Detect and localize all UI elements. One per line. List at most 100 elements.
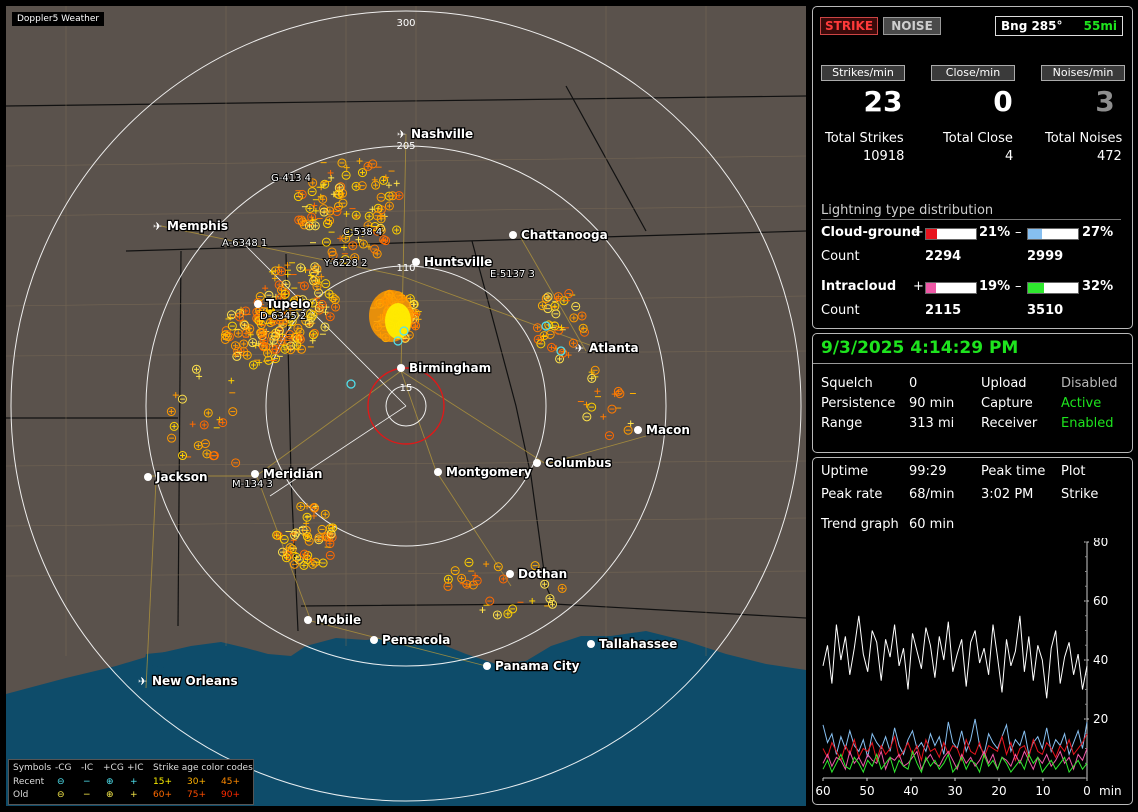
strike-marker bbox=[308, 330, 318, 340]
strike-marker bbox=[231, 458, 241, 468]
strike-marker bbox=[284, 271, 291, 278]
strike-marker bbox=[545, 329, 555, 339]
strike-marker bbox=[317, 524, 327, 534]
cg-negative-pct: 27% bbox=[1082, 225, 1114, 240]
strike-marker bbox=[479, 607, 486, 614]
legend-age-30: 30+ bbox=[187, 777, 206, 787]
ic-positive-bar-fill bbox=[926, 283, 936, 293]
total-strikes-label: Total Strikes bbox=[825, 131, 904, 146]
strikes-per-min-label[interactable]: Strikes/min bbox=[821, 65, 905, 81]
strike-marker bbox=[564, 289, 574, 299]
strike-marker bbox=[266, 305, 276, 315]
lake-pontchartrain bbox=[144, 651, 184, 668]
trend-panel: Uptime 99:29 Peak time Plot Peak rate 68… bbox=[812, 457, 1133, 805]
city-label: Macon bbox=[646, 423, 690, 437]
legend-old-neg-cg-icon: ⊖ bbox=[57, 790, 65, 800]
close-per-min-label[interactable]: Close/min bbox=[931, 65, 1015, 81]
strike-marker bbox=[296, 501, 306, 511]
strike-marker bbox=[382, 174, 389, 181]
strike-marker bbox=[226, 310, 236, 320]
strike-marker bbox=[284, 262, 291, 269]
strike-marker bbox=[193, 441, 203, 451]
city-jackson: Jackson bbox=[144, 469, 209, 485]
strike-marker bbox=[177, 394, 187, 404]
city-memphis: ✈ Memphis bbox=[153, 218, 229, 235]
range-label: 110 bbox=[396, 263, 415, 274]
legend-pos-ic-header: +IC bbox=[127, 763, 144, 773]
trend-x-label: 60 bbox=[815, 784, 830, 798]
plot-label: Plot bbox=[1061, 464, 1086, 479]
strike-marker bbox=[315, 268, 322, 275]
ic-count-label: Count bbox=[821, 303, 860, 318]
strike-marker bbox=[280, 289, 290, 299]
strike-marker bbox=[317, 299, 327, 309]
strike-marker bbox=[328, 174, 335, 181]
strike-mode-button[interactable]: STRIKE bbox=[820, 17, 878, 35]
strike-marker bbox=[370, 244, 380, 254]
city-chattanooga: Chattanooga bbox=[509, 227, 609, 243]
strike-marker bbox=[530, 561, 540, 571]
strike-marker bbox=[259, 335, 269, 345]
city-label: Montgomery bbox=[446, 465, 532, 479]
city-tupelo: Tupelo bbox=[254, 296, 312, 312]
trend-y-label: 80 bbox=[1093, 538, 1108, 549]
legend-old-pos-cg-icon: ⊕ bbox=[106, 790, 114, 800]
strike-marker bbox=[590, 365, 600, 375]
lightning-map[interactable]: ✈ Nashville ✈ Memphis Chattanooga Huntsville T… bbox=[6, 6, 806, 806]
strike-marker bbox=[371, 176, 378, 183]
strike-marker bbox=[325, 550, 335, 560]
city-label: Pensacola bbox=[382, 633, 450, 647]
noise-mode-button[interactable]: NOISE bbox=[883, 17, 941, 35]
legend-age-header: Strike age color codes bbox=[153, 763, 253, 773]
strike-marker bbox=[220, 330, 230, 340]
strike-marker bbox=[255, 292, 265, 302]
persistence-value: 90 min bbox=[909, 396, 955, 411]
strike-marker bbox=[615, 389, 625, 399]
strike-marker bbox=[199, 420, 209, 430]
strike-marker bbox=[263, 348, 273, 358]
peak-time-label: Peak time bbox=[981, 464, 1046, 479]
strike-marker bbox=[308, 298, 318, 308]
strike-marker bbox=[262, 285, 269, 292]
ic-negative-pct: 32% bbox=[1082, 279, 1114, 294]
strike-marker bbox=[351, 210, 361, 220]
plot-value[interactable]: Strike bbox=[1061, 487, 1099, 502]
trend-graph-label: Trend graph bbox=[821, 517, 899, 532]
strike-marker bbox=[343, 164, 350, 171]
city-dot bbox=[254, 300, 262, 308]
total-close-label: Total Close bbox=[943, 131, 1013, 146]
cg-positive-pct: 21% bbox=[979, 225, 1011, 240]
strike-marker bbox=[547, 599, 557, 609]
strike-marker bbox=[228, 407, 238, 417]
map-canvas[interactable]: ✈ Nashville ✈ Memphis Chattanooga Huntsville T… bbox=[6, 6, 806, 806]
strike-marker bbox=[443, 574, 453, 584]
strike-marker bbox=[272, 530, 282, 540]
city-dot bbox=[587, 640, 595, 648]
total-noises-label: Total Noises bbox=[1045, 131, 1123, 146]
city-pensacola: Pensacola bbox=[370, 632, 452, 648]
strike-marker bbox=[457, 573, 467, 583]
trend-x-label: 30 bbox=[947, 784, 962, 798]
strike-marker bbox=[320, 179, 330, 189]
strike-marker bbox=[357, 181, 367, 191]
strike-stats-panel: STRIKE NOISE Bng 285° 55mi Strikes/min C… bbox=[812, 6, 1133, 329]
cg-negative-count: 2999 bbox=[1027, 249, 1064, 264]
ic-positive-count: 2115 bbox=[925, 303, 962, 318]
strike-marker bbox=[314, 288, 324, 298]
strike-marker bbox=[330, 191, 337, 198]
airport-icon: ✈ bbox=[397, 128, 406, 141]
city-birmingham: Birmingham bbox=[397, 360, 492, 376]
city-panama-city: Panama City bbox=[483, 658, 581, 674]
noises-per-min-value: 3 bbox=[1095, 85, 1115, 118]
noises-per-min-label[interactable]: Noises/min bbox=[1041, 65, 1125, 81]
strike-marker bbox=[311, 202, 318, 209]
strike-marker bbox=[293, 192, 303, 202]
strike-marker bbox=[334, 183, 344, 193]
strike-marker bbox=[239, 319, 249, 329]
storm-label: C-538 4 bbox=[343, 227, 382, 238]
strike-marker bbox=[271, 344, 281, 354]
legend-age-15: 15+ bbox=[153, 777, 172, 787]
city-dot bbox=[304, 616, 312, 624]
strike-marker bbox=[330, 295, 340, 305]
city-label: Huntsville bbox=[424, 255, 492, 269]
